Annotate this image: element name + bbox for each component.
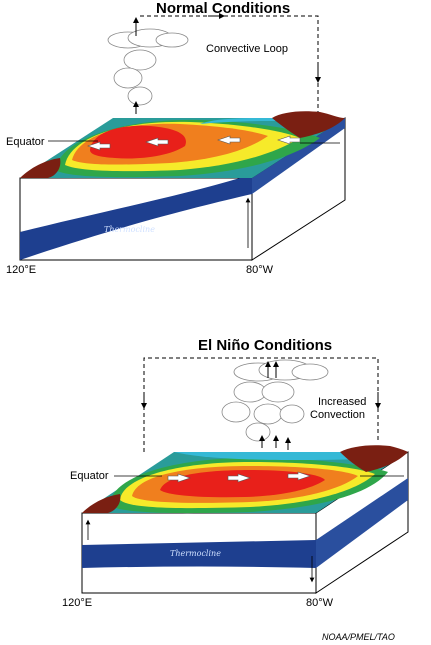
normal-thermocline — [20, 178, 252, 260]
normal-thermocline-label: Thermocline — [104, 225, 155, 234]
elnino-land-west — [82, 494, 121, 513]
normal-lon-left: 120°E — [6, 264, 37, 276]
elnino-equator-label: Equator — [70, 470, 109, 482]
elnino-cloud — [221, 359, 329, 442]
normal-surface-arrows — [87, 135, 301, 151]
normal-cloud — [107, 28, 189, 106]
normal-lon-right: 80°W — [246, 264, 274, 276]
elnino-lon-left: 120°E — [62, 597, 93, 609]
normal-land-east — [272, 111, 345, 138]
convective-loop-label: Convective Loop — [206, 43, 288, 55]
elnino-band-red — [160, 470, 325, 498]
normal-equator-label: Equator — [6, 136, 45, 148]
credit-text: NOAA/PMEL/TAO — [322, 632, 395, 642]
elnino-thermocline-label: Thermocline — [170, 549, 221, 558]
elnino-thermocline — [82, 540, 316, 568]
elnino-land-east — [340, 445, 408, 472]
elnino-box: Thermocline — [81, 357, 409, 594]
elnino-convection-loop — [141, 357, 381, 452]
normal-band-red — [90, 125, 186, 159]
elnino-lon-right: 80°W — [306, 597, 334, 609]
increased-convection-label-1: Increased — [318, 396, 367, 408]
elnino-title: El Niño Conditions — [198, 337, 333, 354]
normal-convective-loop — [133, 13, 321, 114]
normal-title: Normal Conditions — [156, 0, 291, 17]
normal-box: Thermocline — [19, 13, 346, 261]
increased-convection-label-2: Convection — [310, 409, 366, 421]
elnino-surface-arrows — [167, 471, 311, 483]
normal-land-west — [20, 158, 61, 178]
